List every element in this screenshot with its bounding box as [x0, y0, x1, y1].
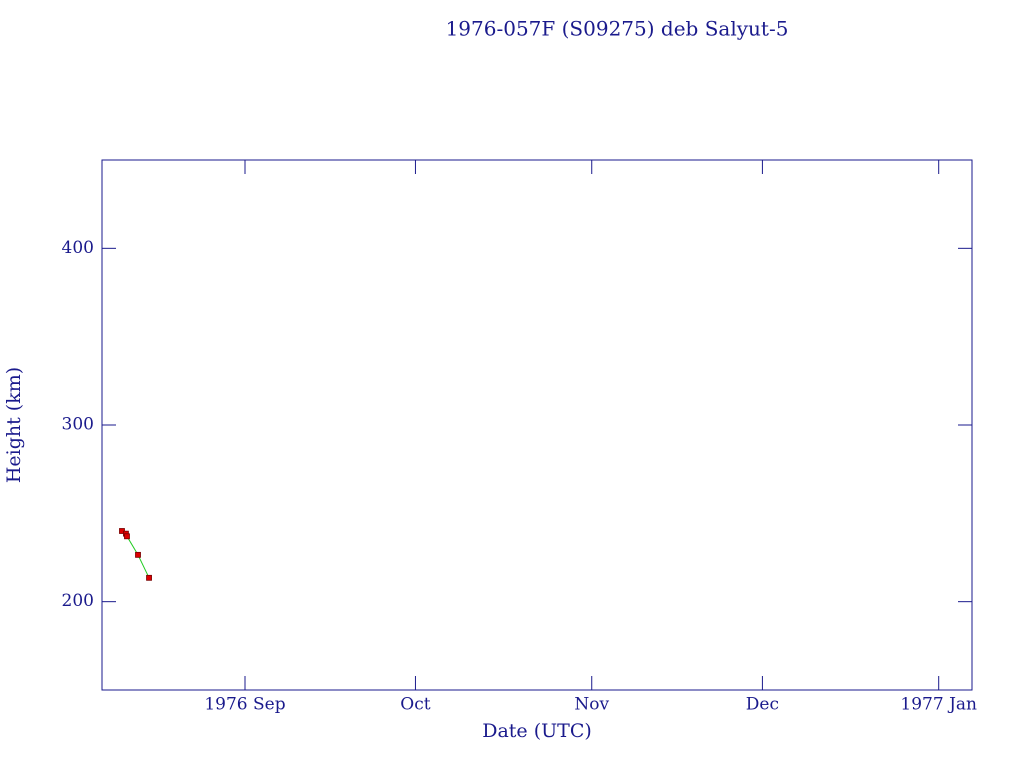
x-tick-label: 1976 Sep [204, 695, 285, 715]
x-axis-label: Date (UTC) [482, 720, 592, 742]
plot-frame [101, 159, 973, 691]
x-tick-label: Dec [746, 695, 779, 715]
x-tick-label: Oct [400, 695, 430, 715]
marker [135, 551, 141, 558]
marker [146, 574, 152, 581]
chart-title: 1976-057F (S09275) deb Salyut-5 [446, 17, 789, 41]
y-axis-label: Height (km) [3, 367, 25, 483]
marker [124, 533, 130, 540]
y-tick-label: 200 [62, 591, 94, 611]
y-tick-label: 400 [62, 238, 94, 258]
y-tick-label: 300 [62, 415, 94, 435]
x-tick-label: Nov [574, 695, 609, 715]
x-tick-label: 1977 Jan [900, 695, 977, 715]
